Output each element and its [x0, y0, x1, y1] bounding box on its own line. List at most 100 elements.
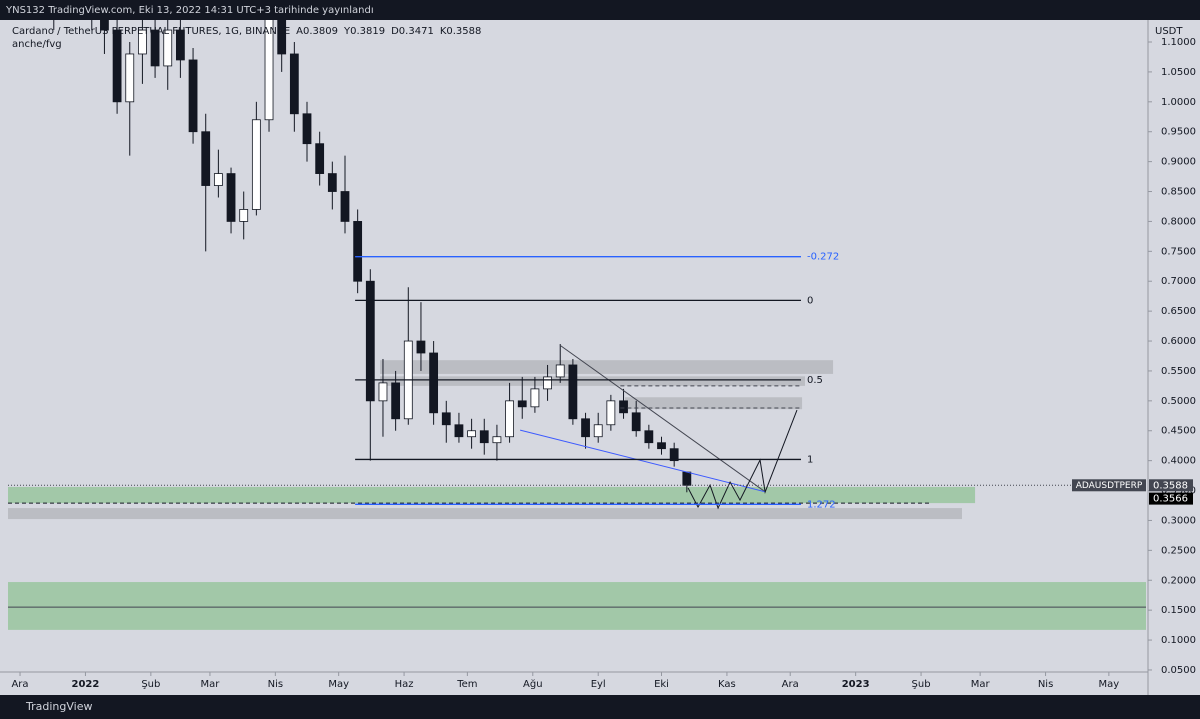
candle-body — [657, 442, 666, 450]
candle-body — [391, 382, 401, 420]
x-tick-label: May — [1099, 679, 1120, 690]
fib-label: 0.5 — [807, 375, 823, 386]
candle-body — [100, 20, 109, 31]
candle-body — [340, 191, 350, 222]
candle-body — [429, 352, 439, 414]
x-tick-label: Eyl — [591, 679, 606, 690]
candle-body — [365, 280, 375, 402]
candle-body — [682, 471, 692, 486]
zone — [8, 508, 962, 520]
y-tick-label: 0.6500 — [1161, 306, 1196, 317]
plot-area — [8, 20, 1146, 630]
candle-body — [492, 436, 502, 444]
candle-body — [353, 221, 363, 282]
candle-body — [327, 173, 337, 192]
x-tick-label: Şub — [141, 679, 160, 690]
candle-body — [277, 20, 287, 55]
x-tick-label: Eki — [654, 679, 669, 690]
x-tick-label: 2022 — [72, 679, 100, 690]
x-tick-label: Şub — [912, 679, 931, 690]
candle-body — [239, 209, 249, 222]
candle-body — [289, 53, 299, 115]
candle-body — [593, 424, 603, 438]
candle-body — [125, 53, 135, 103]
fib-label: 1.272 — [807, 499, 836, 510]
y-tick-label: 0.4500 — [1161, 426, 1196, 437]
candle-body — [669, 448, 679, 462]
y-tick-label: 0.6000 — [1161, 336, 1196, 347]
drawing-line — [559, 344, 766, 493]
y-tick-label: 0.3000 — [1161, 515, 1196, 526]
fib-label: 1 — [807, 454, 813, 465]
y-tick-label: 1.1000 — [1161, 37, 1196, 48]
x-tick-label: Mar — [971, 679, 991, 690]
candle-body — [226, 173, 236, 222]
candle-body — [213, 173, 223, 186]
candle-body — [581, 418, 590, 438]
y-tick-label: 0.9000 — [1161, 157, 1196, 168]
candle-body — [441, 412, 451, 426]
x-tick-label: Kas — [718, 679, 736, 690]
candle-body — [163, 29, 173, 67]
candle-body — [315, 143, 325, 174]
ohlc-value: D0.3471 — [391, 26, 434, 37]
symbol-tag-label: ADAUSDTPERP — [1076, 481, 1143, 491]
x-tick-label: May — [328, 679, 349, 690]
branding: TradingView — [25, 700, 92, 713]
candle-body — [530, 388, 540, 408]
price-tag — [1149, 479, 1193, 492]
x-tick-label: Tem — [456, 679, 477, 690]
candle-body — [454, 424, 464, 438]
candle-body — [264, 20, 274, 121]
x-tick-label: Ağu — [523, 678, 543, 690]
y-tick-label: 0.4000 — [1161, 456, 1196, 467]
candle-body — [150, 29, 160, 67]
fib-label: -0.272 — [807, 252, 839, 263]
candle-body — [479, 430, 489, 444]
price-tag — [1149, 492, 1193, 505]
candle-body — [555, 364, 565, 378]
candle-body — [606, 400, 616, 426]
chart-title: Cardano / TetherUS PERPETUAL FUTURES, 1G… — [12, 26, 290, 37]
candle-body — [505, 400, 514, 438]
zone — [380, 360, 834, 374]
ohlc-value: A0.3809 — [296, 26, 338, 37]
y-tick-label: 0.5000 — [1161, 396, 1196, 407]
ohlc-value: Y0.3819 — [343, 26, 385, 37]
header-bar — [0, 0, 1200, 20]
subtitle: anche/fvg — [12, 39, 62, 50]
zone — [380, 376, 806, 386]
y-tick-label: 0.2500 — [1161, 545, 1196, 556]
candle-body — [378, 382, 388, 402]
zone — [8, 486, 976, 504]
candle-body — [517, 400, 527, 408]
footer-bar — [0, 695, 1200, 719]
y-tick-label: 0.1000 — [1161, 635, 1196, 646]
x-tick-label: Ara — [11, 679, 28, 690]
candle-body — [188, 59, 198, 133]
price-tag-value: 0.3566 — [1153, 494, 1188, 505]
candle-body — [543, 376, 552, 390]
y-tick-label: 0.0500 — [1161, 665, 1196, 676]
candle-body — [302, 113, 312, 145]
axis-unit: USDT — [1155, 26, 1183, 37]
candle-body — [467, 430, 476, 438]
zone — [625, 397, 803, 410]
y-tick-label: 0.8000 — [1161, 216, 1196, 227]
y-tick-label: 0.9500 — [1161, 127, 1196, 138]
candle-body — [138, 29, 147, 55]
y-tick-label: 0.8500 — [1161, 187, 1196, 198]
y-tick-label: 1.0000 — [1161, 97, 1196, 108]
x-tick-label: Haz — [395, 679, 414, 690]
x-tick-label: Mar — [201, 679, 221, 690]
candle-body — [631, 412, 641, 432]
price-tag-value: 0.3588 — [1153, 480, 1188, 491]
y-tick-label: 0.5500 — [1161, 366, 1196, 377]
x-tick-label: Ara — [782, 679, 799, 690]
zone — [8, 582, 1146, 630]
x-tick-label: Nis — [268, 679, 283, 690]
drawing-line — [520, 429, 766, 493]
candle-body — [175, 29, 185, 61]
candle-body — [201, 131, 211, 186]
candle-body — [568, 364, 578, 420]
